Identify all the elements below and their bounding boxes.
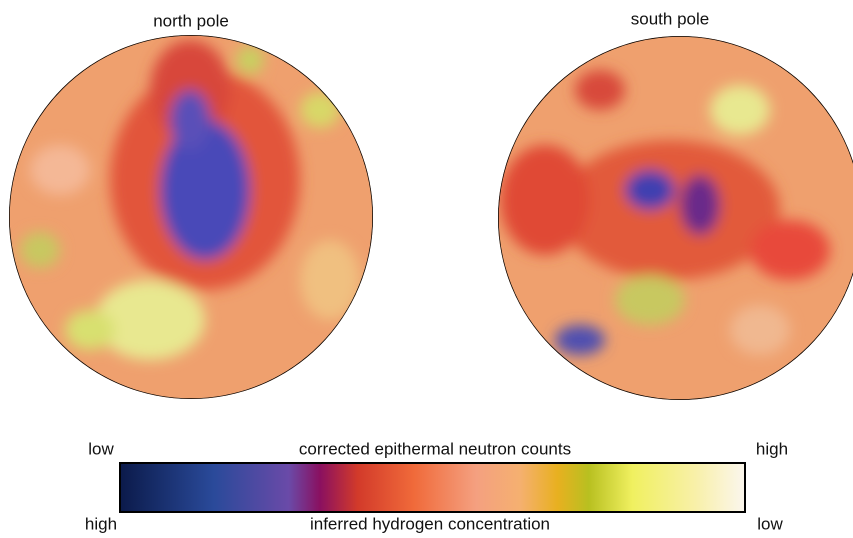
colorbar-label: low: [88, 439, 114, 458]
colorbar-label: high: [756, 439, 788, 458]
colorbar: [119, 462, 746, 513]
map-texture: [20, 40, 360, 360]
south-map: [498, 36, 853, 400]
map-title: south pole: [631, 9, 709, 28]
map-title: north pole: [153, 11, 229, 30]
colorbar-label: inferred hydrogen concentration: [310, 514, 550, 533]
map-texture: [500, 70, 830, 355]
north-map: [9, 35, 373, 399]
colorbar-label: corrected epithermal neutron counts: [299, 439, 571, 458]
colorbar-label: low: [757, 514, 783, 533]
colorbar-label: high: [85, 514, 117, 533]
